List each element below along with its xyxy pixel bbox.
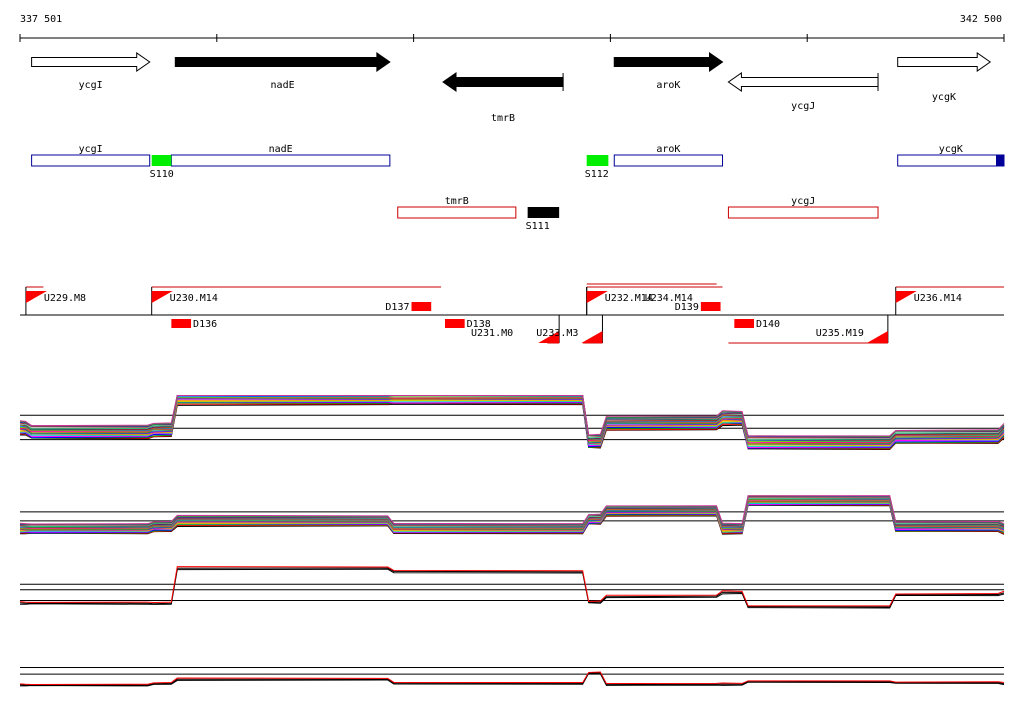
tu-label: U232.M14 (605, 293, 653, 304)
gene-track: ycgI nadE tmrB aroK ycgJ ycgK (31, 52, 992, 124)
expression-series (19, 672, 1005, 686)
transcript-box (613, 154, 724, 167)
expression-panels (19, 395, 1005, 687)
segment-block (151, 155, 172, 166)
gene-label: tmrB (491, 113, 515, 124)
start-coordinate: 337 501 (20, 14, 62, 25)
tu-label: U234.M14 (645, 293, 693, 304)
expression-series (19, 497, 1005, 528)
expression-series (19, 395, 1005, 437)
gene-arrow (31, 52, 151, 72)
tu-label: U229.M8 (44, 293, 86, 304)
tu-flag (538, 331, 560, 343)
expression-series (19, 397, 1005, 445)
transcript-label: tmrB (445, 196, 469, 207)
expression-series (19, 397, 1005, 445)
expression-series (20, 568, 1005, 609)
terminator-block (171, 319, 192, 328)
tu-label: U230.M14 (170, 293, 218, 304)
terminator-label: D139 (675, 302, 699, 313)
gene-arrow (897, 52, 992, 72)
gene-label: ycgK (932, 92, 956, 103)
transcript-box (170, 154, 391, 167)
gene-label: ycgJ (791, 101, 815, 112)
transcript-label: aroK (656, 144, 680, 155)
tu-flag (581, 331, 603, 343)
transcript-box (897, 154, 1005, 167)
expression-series (19, 567, 1005, 608)
tu-label: U231.M0 (471, 328, 513, 339)
terminator-block (444, 319, 465, 328)
segment-label: S111 (526, 221, 550, 232)
expression-series (19, 495, 1005, 525)
gene-label: ycgI (79, 80, 103, 91)
tu-flag (586, 291, 608, 303)
tu-flag (25, 291, 47, 303)
expression-series (19, 401, 1005, 449)
expression-series (19, 395, 1005, 441)
coordinate-ruler: 337 501 342 500 (19, 14, 1005, 42)
expression-series (19, 566, 1005, 607)
expression-series (19, 671, 1005, 685)
terminator-label: D138 (467, 319, 491, 330)
segment-label: S112 (585, 169, 609, 180)
expression-series (19, 401, 1005, 449)
terminator-label: D137 (385, 302, 409, 313)
gene-arrow (727, 72, 879, 92)
terminator-block (411, 302, 432, 311)
gene-label: nadE (271, 80, 295, 91)
transcript-track: ycgI nadE aroK ycgK tmrB ycgJ S110 S112 S111 (31, 144, 1005, 232)
tu-flag (895, 291, 917, 303)
transcript-label: nadE (269, 144, 293, 155)
expression-series (20, 672, 1005, 687)
segment-block (586, 155, 609, 166)
tu-flag (151, 291, 173, 303)
terminator-label: D136 (193, 319, 217, 330)
terminator-label: D140 (756, 319, 780, 330)
tu-flag (866, 331, 888, 343)
gene-arrow (174, 52, 391, 72)
transcript-label: ycgI (79, 144, 103, 155)
end-coordinate: 342 500 (960, 14, 1002, 25)
segment-label: S110 (150, 169, 174, 180)
transcript-label: ycgJ (791, 196, 815, 207)
tu-label: U236.M14 (914, 293, 962, 304)
transcript-end-block (996, 155, 1004, 166)
terminator-block (700, 302, 721, 311)
gene-arrow (613, 52, 724, 72)
transcript-box (397, 206, 517, 219)
terminator-block (734, 319, 755, 328)
tu-label: U233.M3 (536, 328, 578, 339)
gene-label: aroK (656, 80, 680, 91)
transcript-box (31, 154, 151, 167)
transcript-label: ycgK (939, 144, 963, 155)
segment-block (527, 207, 560, 218)
transcript-box (727, 206, 879, 219)
gene-arrow (442, 72, 564, 92)
tu-label: U235.M19 (816, 328, 864, 339)
